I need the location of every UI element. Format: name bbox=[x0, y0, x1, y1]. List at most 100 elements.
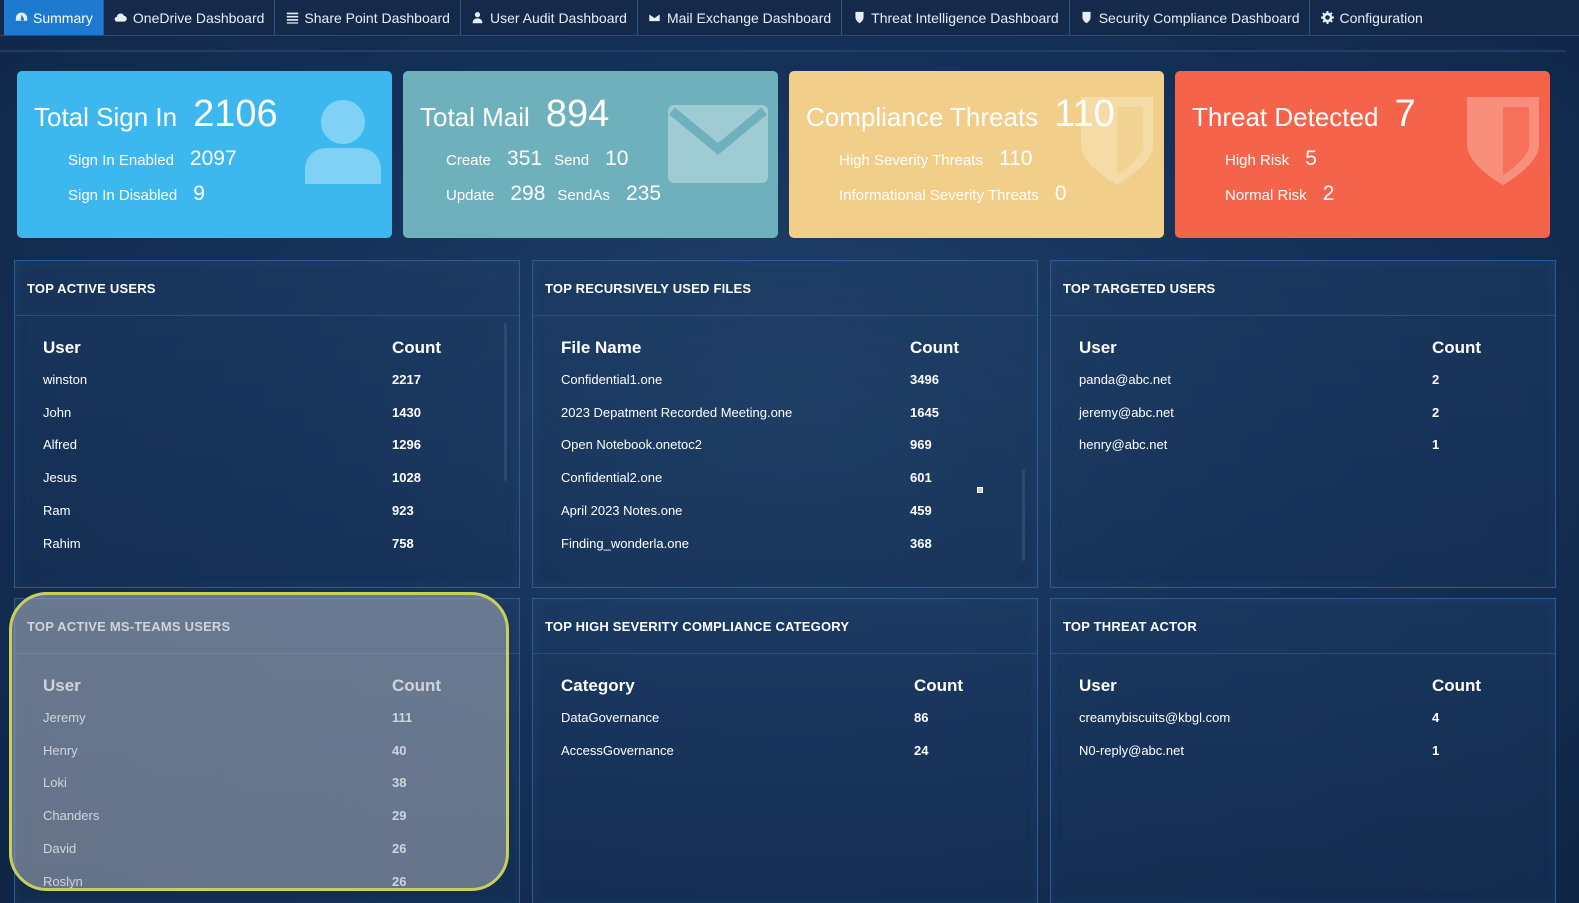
total-sign-in-card[interactable]: Total Sign In 2106 Sign In Enabled 2097 … bbox=[17, 71, 392, 238]
nav-divider bbox=[0, 50, 1566, 52]
top-targeted-users-panel: TOP TARGETED USERS User Count panda@abc.n… bbox=[1050, 260, 1556, 588]
count-cell: 459 bbox=[910, 503, 932, 519]
tab-user-audit-dashboard[interactable]: User Audit Dashboard bbox=[461, 0, 638, 35]
count-cell: 1028 bbox=[392, 470, 421, 486]
column-header: Count bbox=[914, 676, 964, 695]
top-teams-users-table: User Count Jeremy 111 Henry 40 Loki 38 Chand… bbox=[43, 671, 463, 898]
column-header: Category bbox=[561, 676, 635, 695]
shield-icon bbox=[1467, 97, 1539, 185]
normal-risk-value: 2 bbox=[1322, 182, 1335, 205]
table-row[interactable]: John 1430 bbox=[43, 396, 463, 429]
category-cell: DataGovernance bbox=[561, 709, 660, 725]
table-row[interactable]: Finding_wonderla.one 368 bbox=[561, 527, 991, 560]
table-row[interactable]: creamybiscuits@kbgl.com 4 bbox=[1079, 701, 1529, 734]
top-targeted-users-table: User Count panda@abc.net 2 jeremy@abc.net 2… bbox=[1079, 333, 1529, 461]
table-row[interactable]: AccessGovernance 24 bbox=[561, 734, 991, 767]
card-value: 2106 bbox=[193, 93, 278, 135]
user-cell: henry@abc.net bbox=[1079, 437, 1168, 453]
total-mail-card[interactable]: Total Mail 894 Create 351 Send 10 Update… bbox=[403, 71, 778, 238]
count-cell: 3496 bbox=[910, 371, 939, 387]
file-name-cell: Confidential2.one bbox=[561, 470, 663, 486]
table-row[interactable]: Jesus 1028 bbox=[43, 461, 463, 494]
sign-in-disabled-label: Sign In Disabled bbox=[68, 187, 178, 204]
user-icon bbox=[471, 11, 485, 25]
informational-severity-value: 0 bbox=[1054, 182, 1067, 205]
high-risk-value: 5 bbox=[1305, 147, 1317, 170]
mouse-cursor-icon bbox=[977, 487, 983, 493]
tab-threat-intelligence-dashboard[interactable]: Threat Intelligence Dashboard bbox=[842, 0, 1070, 35]
threat-detected-card[interactable]: Threat Detected 7 High Risk 5 Normal Ris… bbox=[1175, 71, 1550, 238]
user-cell: Chanders bbox=[43, 808, 100, 824]
top-compliance-category-table: Category Count DataGovernance 86 AccessGov… bbox=[561, 671, 991, 767]
informational-severity-label: Informational Severity Threats bbox=[839, 187, 1039, 204]
user-cell: John bbox=[43, 404, 72, 420]
table-row[interactable]: David 26 bbox=[43, 832, 463, 865]
panel-title: TOP ACTIVE MS-TEAMS USERS bbox=[15, 599, 519, 654]
table-row[interactable]: N0-reply@abc.net 1 bbox=[1079, 734, 1529, 767]
tab-security-compliance-dashboard[interactable]: Security Compliance Dashboard bbox=[1070, 0, 1311, 35]
file-name-cell: Confidential1.one bbox=[561, 371, 663, 387]
count-cell: 1 bbox=[1432, 437, 1440, 453]
top-nav: Summary OneDrive Dashboard Share Point D… bbox=[0, 0, 1579, 36]
count-cell: 40 bbox=[392, 742, 407, 758]
mail-update-value: 298 bbox=[510, 182, 546, 205]
count-cell: 969 bbox=[910, 437, 932, 453]
user-cell: Jeremy bbox=[43, 709, 86, 725]
mail-send-label: Send bbox=[554, 152, 590, 169]
table-row[interactable]: April 2023 Notes.one 459 bbox=[561, 494, 991, 527]
count-cell: 758 bbox=[392, 535, 414, 551]
count-cell: 1296 bbox=[392, 437, 421, 453]
tab-mail-exchange-dashboard[interactable]: Mail Exchange Dashboard bbox=[638, 0, 843, 35]
card-title: Total Sign In bbox=[34, 102, 178, 132]
mail-create-label: Create bbox=[446, 152, 492, 169]
tab-onedrive-dashboard[interactable]: OneDrive Dashboard bbox=[104, 0, 276, 35]
table-row[interactable]: Open Notebook.onetoc2 969 bbox=[561, 429, 991, 462]
sign-in-enabled-label: Sign In Enabled bbox=[68, 152, 174, 169]
scrollbar[interactable] bbox=[504, 323, 507, 481]
tab-sharepoint-dashboard[interactable]: Share Point Dashboard bbox=[275, 0, 461, 35]
count-cell: 368 bbox=[910, 535, 932, 551]
table-row[interactable]: DataGovernance 86 bbox=[561, 701, 991, 734]
envelope-icon bbox=[648, 11, 662, 25]
card-title: Compliance Threats bbox=[806, 102, 1039, 132]
mail-send-value: 10 bbox=[605, 147, 629, 170]
table-row[interactable]: Chanders 29 bbox=[43, 799, 463, 832]
table-row[interactable]: henry@abc.net 1 bbox=[1079, 429, 1529, 462]
table-row[interactable]: Roslyn 26 bbox=[43, 865, 463, 898]
table-row[interactable]: Confidential1.one 3496 bbox=[561, 363, 991, 396]
tab-user-audit-label: User Audit Dashboard bbox=[489, 9, 627, 26]
table-row[interactable]: Confidential2.one 601 bbox=[561, 461, 991, 494]
table-row[interactable]: Alfred 1296 bbox=[43, 429, 463, 462]
count-cell: 923 bbox=[392, 503, 414, 519]
mail-create-value: 351 bbox=[507, 147, 543, 170]
count-cell: 601 bbox=[910, 470, 932, 486]
mail-sendas-value: 235 bbox=[625, 182, 662, 205]
table-row[interactable]: Jeremy 111 bbox=[43, 701, 463, 734]
table-row[interactable]: Henry 40 bbox=[43, 734, 463, 767]
count-cell: 2 bbox=[1432, 371, 1440, 387]
table-row[interactable]: jeremy@abc.net 2 bbox=[1079, 396, 1529, 429]
list-icon bbox=[285, 11, 299, 25]
tab-summary[interactable]: Summary bbox=[4, 0, 104, 35]
count-cell: 26 bbox=[392, 873, 407, 889]
table-row[interactable]: panda@abc.net 2 bbox=[1079, 363, 1529, 396]
tab-onedrive-label: OneDrive Dashboard bbox=[132, 9, 265, 26]
card-value: 110 bbox=[1054, 93, 1115, 135]
column-header: Count bbox=[910, 338, 960, 357]
count-cell: 111 bbox=[392, 709, 413, 725]
panel-title: TOP ACTIVE USERS bbox=[15, 261, 519, 316]
scrollbar[interactable] bbox=[1022, 469, 1025, 561]
table-row[interactable]: Rahim 758 bbox=[43, 527, 463, 560]
table-row[interactable]: 2023 Depatment Recorded Meeting.one 1645 bbox=[561, 396, 991, 429]
count-cell: 2 bbox=[1432, 404, 1440, 420]
table-row[interactable]: Loki 38 bbox=[43, 767, 463, 800]
count-cell: 1430 bbox=[392, 404, 421, 420]
compliance-threats-card[interactable]: Compliance Threats 110 High Severity Thr… bbox=[789, 71, 1164, 238]
file-name-cell: Finding_wonderla.one bbox=[561, 535, 689, 551]
column-header: Count bbox=[1432, 338, 1482, 357]
table-row[interactable]: winston 2217 bbox=[43, 363, 463, 396]
user-cell: David bbox=[43, 841, 77, 857]
tab-configuration[interactable]: Configuration bbox=[1310, 0, 1432, 35]
shield-icon bbox=[1080, 11, 1094, 25]
table-row[interactable]: Ram 923 bbox=[43, 494, 463, 527]
